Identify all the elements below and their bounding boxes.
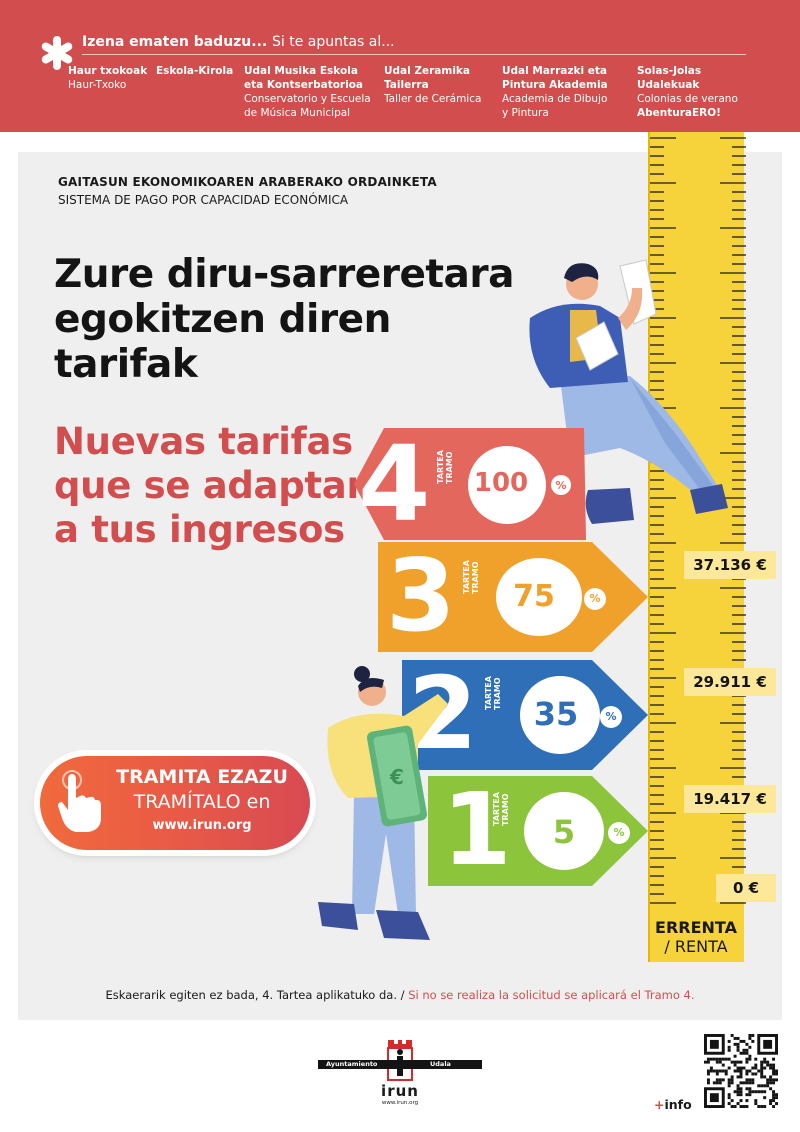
tramo-1-tag: 1 TARTEA TRAMO 5 % (428, 776, 648, 886)
program-name-eu: Solas-Jolas (637, 65, 702, 77)
ruler-label-es: / RENTA (664, 937, 728, 956)
program-name-eu: Pintura Akademia (502, 79, 608, 91)
tramo-4-tag: 4 TARTEA TRAMO 100 % (354, 428, 594, 540)
program-name-eu: Haur txokoak (68, 65, 148, 77)
ruler-ticks (650, 137, 746, 904)
ruler-measure (648, 132, 746, 962)
program-name-es: Academia de Dibujo (502, 93, 608, 105)
ruler-label: ERRENTA / RENTA (648, 918, 744, 956)
banner-headline-es: Si te apuntas al... (272, 34, 395, 50)
program-name-extra: AbenturaERO! (637, 107, 721, 119)
ruler-label-eu: ERRENTA (655, 918, 737, 937)
program-eskola-kirola: Eskola-Kirola (156, 64, 233, 78)
logo-bar (318, 1060, 482, 1069)
program-name-es: Colonias de verano (637, 93, 738, 105)
footer-note: Eskaerarik egiten ez bada, 4. Tartea apl… (0, 988, 800, 1002)
tramo-label: TARTEA TRAMO (436, 450, 454, 484)
program-name-eu: Udal Marrazki eta (502, 65, 607, 77)
tramo-number: 1 (442, 771, 512, 888)
program-name-eu: Tailerra (384, 79, 429, 91)
program-name-eu: eta Kontserbatorioa (244, 79, 364, 91)
program-name-eu: Udal Musika Eskola (244, 65, 358, 77)
info-link[interactable]: +info (654, 1097, 692, 1112)
threshold-price: 0 € (716, 874, 776, 902)
tramitar-button[interactable]: TRAMITA EZAZU TRAMÍTALO en www.irun.org (40, 756, 310, 850)
program-name-es: de Música Municipal (244, 107, 351, 119)
percent-badge (524, 792, 604, 870)
program-name-es: Conservatorio y Escuela (244, 93, 371, 105)
logo-name: irun (381, 1082, 419, 1100)
percent-badge (496, 558, 582, 636)
banner-headline-eu: Izena ematen baduzu... (82, 34, 268, 50)
cta-url-link[interactable]: www.irun.org (152, 818, 252, 833)
subtitle-eu: GAITASUN EKONOMIKOAREN ARABERAKO ORDAINK… (58, 175, 437, 189)
threshold-price: 19.417 € (684, 785, 776, 813)
tramo-percent: 100 (473, 468, 529, 498)
program-name-es: Taller de Cerámica (384, 93, 482, 105)
svg-text:€: € (389, 765, 404, 789)
percent-icon: % (550, 474, 572, 496)
pointing-hand-icon (58, 770, 101, 832)
percent-badge (468, 446, 546, 524)
logo-left-text: Ayuntamiento (326, 1060, 378, 1068)
tramo-3-tag: 3 TARTEA TRAMO 75 % (378, 542, 648, 652)
logo-url: www.irun.org (381, 1100, 419, 1106)
percent-badge (520, 676, 600, 754)
threshold-price: 29.911 € (684, 668, 776, 696)
tramo-label: TARTEA TRAMO (492, 792, 510, 826)
qr-code-icon[interactable] (704, 1034, 778, 1108)
tramo-percent: 35 (533, 695, 579, 733)
cta-line-2: TRAMÍTALO en (133, 791, 271, 813)
program-name-eu: Udal Zeramika (384, 65, 470, 77)
footer-note-es: Si no se realiza la solicitud se aplicar… (408, 988, 695, 1002)
logo-right-text: Udala (430, 1060, 451, 1068)
tramo-number: 3 (386, 537, 456, 654)
program-udalekuak: Solas-Jolas Udalekuak Colonias de verano… (637, 64, 738, 120)
top-banner: Izena ematen baduzu... Si te apuntas al.… (0, 0, 800, 132)
asterisk-icon (41, 36, 73, 70)
program-name-es: Haur-Txoko (68, 79, 127, 91)
tramo-2-tag: 2 TARTEA TRAMO 35 % (402, 660, 648, 770)
percent-icon: % (608, 822, 630, 844)
page-title-eu: Zure diru-sarreretara egokitzen diren ta… (54, 252, 514, 387)
person-with-money-illustration: € (318, 666, 448, 940)
tramo-label: TARTEA TRAMO (462, 560, 480, 594)
threshold-price: 37.136 € (684, 551, 776, 579)
program-haur-txokoak: Haur txokoak Haur-Txoko (68, 64, 147, 92)
program-zeramika: Udal Zeramika Tailerra Taller de Cerámic… (384, 64, 481, 106)
program-name-eu: Udalekuak (637, 79, 700, 91)
person-reading-illustration (529, 259, 728, 524)
program-musika-eskola: Udal Musika Eskola eta Kontserbatorioa C… (244, 64, 371, 120)
footer-note-eu: Eskaerarik egiten ez bada, 4. Tartea apl… (105, 988, 405, 1002)
banner-divider (82, 54, 746, 55)
program-name-eu: Eskola-Kirola (156, 65, 234, 77)
page-title-es: Nuevas tarifas que se adaptan a tus ingr… (54, 420, 373, 551)
subtitle-es: SISTEMA DE PAGO POR CAPACIDAD ECONÓMICA (58, 193, 349, 207)
tramo-percent: 75 (513, 579, 555, 614)
percent-icon: % (584, 588, 606, 610)
program-name-es: y Pintura (502, 107, 549, 119)
percent-icon: % (600, 706, 622, 728)
tramo-number: 4 (358, 423, 431, 545)
cta-line-1: TRAMITA EZAZU (116, 766, 288, 788)
program-marrazki: Udal Marrazki eta Pintura Akademia Acade… (502, 64, 608, 120)
tramo-percent: 5 (552, 813, 576, 851)
tramo-label: TARTEA TRAMO (484, 676, 502, 710)
irun-logo: Ayuntamiento Udala irun www.irun.org (318, 1038, 482, 1110)
